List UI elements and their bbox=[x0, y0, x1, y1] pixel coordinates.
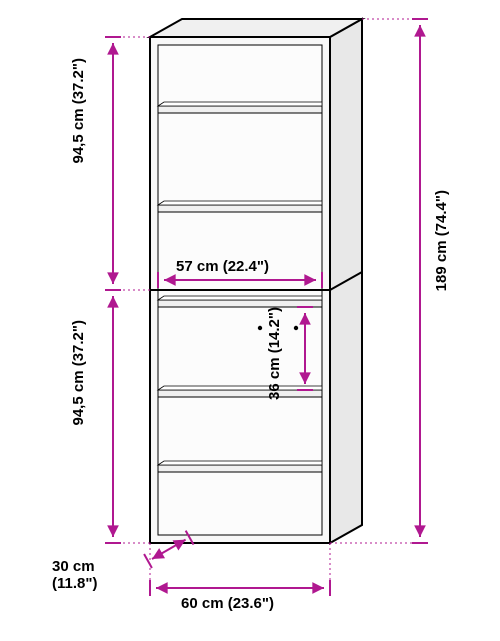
label-height-total: 189 cm (74.4") bbox=[433, 190, 450, 291]
label-width: 60 cm (23.6") bbox=[181, 595, 274, 612]
label-half-upper: 94,5 cm (37.2") bbox=[70, 58, 87, 164]
label-inner-width: 57 cm (22.4") bbox=[176, 258, 269, 275]
label-inner-height: 36 cm (14.2") bbox=[266, 307, 283, 400]
label-depth: 30 cm(11.8") bbox=[52, 558, 97, 593]
label-half-lower: 94,5 cm (37.2") bbox=[70, 320, 87, 426]
